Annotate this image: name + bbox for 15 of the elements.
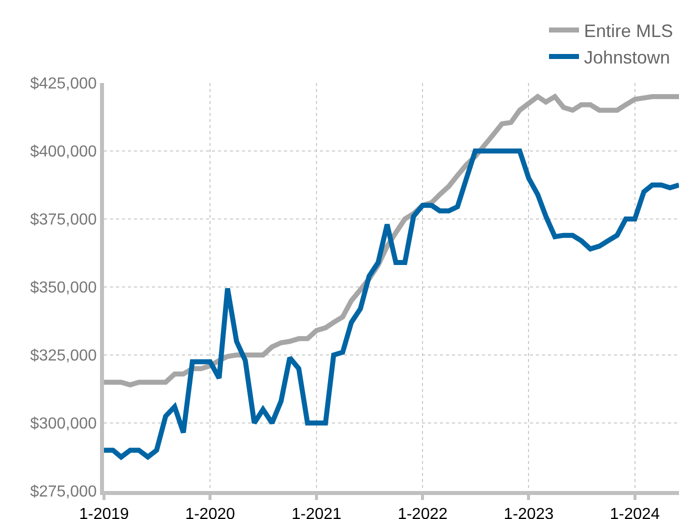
legend-label: Johnstown bbox=[584, 47, 670, 68]
y-tick-label: $325,000 bbox=[30, 348, 97, 365]
y-tick-label: $300,000 bbox=[30, 416, 97, 433]
x-tick-label: 1-2020 bbox=[185, 506, 236, 519]
x-tick-label: 1-2021 bbox=[292, 506, 342, 519]
legend-label: Entire MLS bbox=[584, 21, 674, 42]
x-tick-label: 1-2022 bbox=[398, 506, 448, 519]
y-tick-label: $275,000 bbox=[30, 484, 97, 501]
y-tick-label: $350,000 bbox=[30, 280, 97, 297]
y-tick-label: $425,000 bbox=[30, 76, 97, 93]
y-tick-label: $400,000 bbox=[30, 144, 97, 161]
x-tick-label: 1-2019 bbox=[79, 506, 130, 519]
y-tick-label: $375,000 bbox=[30, 212, 97, 229]
x-tick-label: 1-2023 bbox=[504, 506, 554, 519]
x-tick-label: 1-2024 bbox=[610, 506, 660, 519]
